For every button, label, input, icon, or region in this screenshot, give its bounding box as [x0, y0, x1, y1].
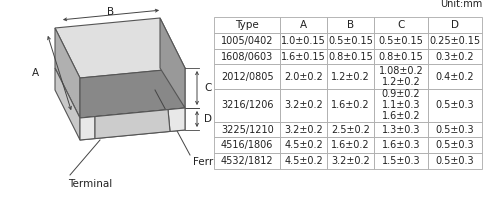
- Text: B: B: [347, 20, 354, 30]
- Text: 4.5±0.2: 4.5±0.2: [284, 156, 323, 166]
- Text: 1.1±0.3: 1.1±0.3: [382, 100, 420, 110]
- Text: 1.6±0.2: 1.6±0.2: [331, 140, 370, 150]
- Bar: [374, 64, 428, 89]
- Text: 4532/1812: 4532/1812: [221, 156, 274, 166]
- Text: 1.08±0.2: 1.08±0.2: [379, 66, 423, 76]
- Text: 0.5±0.3: 0.5±0.3: [436, 140, 474, 150]
- Bar: [214, 33, 280, 49]
- Bar: [280, 122, 327, 137]
- Bar: [428, 49, 482, 64]
- Bar: [214, 137, 280, 153]
- Text: C: C: [204, 83, 212, 93]
- Bar: [327, 153, 374, 169]
- Text: 1005/0402: 1005/0402: [221, 36, 274, 46]
- Text: 3225/1210: 3225/1210: [221, 125, 274, 135]
- Bar: [214, 89, 280, 122]
- Text: A: A: [31, 68, 38, 78]
- Text: 4516/1806: 4516/1806: [221, 140, 274, 150]
- Text: 4.5±0.2: 4.5±0.2: [284, 140, 323, 150]
- Bar: [280, 137, 327, 153]
- Text: 3.2±0.2: 3.2±0.2: [331, 156, 370, 166]
- Bar: [327, 137, 374, 153]
- Polygon shape: [95, 110, 170, 139]
- Bar: [280, 153, 327, 169]
- Bar: [428, 137, 482, 153]
- Text: Type: Type: [235, 20, 259, 30]
- Text: 0.5±0.15: 0.5±0.15: [378, 36, 424, 46]
- Text: 0.5±0.3: 0.5±0.3: [436, 125, 474, 135]
- Bar: [280, 49, 327, 64]
- Bar: [374, 17, 428, 33]
- Text: 1.2±0.2: 1.2±0.2: [382, 77, 420, 87]
- Text: 1.6±0.15: 1.6±0.15: [281, 52, 326, 62]
- Bar: [327, 64, 374, 89]
- Bar: [374, 33, 428, 49]
- Text: 0.8±0.15: 0.8±0.15: [328, 52, 373, 62]
- Bar: [280, 64, 327, 89]
- Text: 0.9±0.2: 0.9±0.2: [382, 89, 420, 99]
- Bar: [374, 153, 428, 169]
- Bar: [327, 89, 374, 122]
- Text: 3216/1206: 3216/1206: [221, 100, 274, 110]
- Text: D: D: [451, 20, 459, 30]
- Text: 2012/0805: 2012/0805: [221, 71, 274, 82]
- Bar: [428, 33, 482, 49]
- Text: 2.5±0.2: 2.5±0.2: [331, 125, 370, 135]
- Text: 0.4±0.2: 0.4±0.2: [436, 71, 474, 82]
- Bar: [214, 64, 280, 89]
- Bar: [327, 49, 374, 64]
- Bar: [280, 17, 327, 33]
- Text: 3.2±0.2: 3.2±0.2: [284, 100, 323, 110]
- Polygon shape: [80, 68, 185, 118]
- Text: Ferrite: Ferrite: [193, 157, 227, 167]
- Bar: [374, 49, 428, 64]
- Text: B: B: [107, 7, 115, 17]
- Polygon shape: [55, 18, 185, 78]
- Bar: [327, 17, 374, 33]
- Bar: [214, 153, 280, 169]
- Text: 1.6±0.2: 1.6±0.2: [382, 111, 420, 121]
- Polygon shape: [168, 108, 185, 131]
- Bar: [428, 64, 482, 89]
- Bar: [374, 122, 428, 137]
- Polygon shape: [55, 28, 80, 118]
- Text: 1.2±0.2: 1.2±0.2: [331, 71, 370, 82]
- Bar: [327, 33, 374, 49]
- Text: 2.0±0.2: 2.0±0.2: [284, 71, 323, 82]
- Text: C: C: [398, 20, 404, 30]
- Bar: [280, 89, 327, 122]
- Bar: [374, 89, 428, 122]
- Bar: [280, 33, 327, 49]
- Bar: [214, 17, 280, 33]
- Text: 0.8±0.15: 0.8±0.15: [379, 52, 423, 62]
- Polygon shape: [80, 108, 185, 140]
- Bar: [428, 17, 482, 33]
- Polygon shape: [160, 18, 185, 108]
- Bar: [428, 89, 482, 122]
- Text: 1.5±0.3: 1.5±0.3: [382, 156, 420, 166]
- Text: 1608/0603: 1608/0603: [221, 52, 274, 62]
- Text: A: A: [300, 20, 308, 30]
- Bar: [327, 122, 374, 137]
- Text: 0.5±0.3: 0.5±0.3: [436, 100, 474, 110]
- Text: 0.5±0.3: 0.5±0.3: [436, 156, 474, 166]
- Text: Terminal: Terminal: [68, 179, 112, 189]
- Polygon shape: [80, 117, 95, 140]
- Bar: [214, 49, 280, 64]
- Text: 0.25±0.15: 0.25±0.15: [430, 36, 481, 46]
- Bar: [428, 122, 482, 137]
- Text: 1.6±0.2: 1.6±0.2: [331, 100, 370, 110]
- Bar: [374, 137, 428, 153]
- Text: 1.6±0.3: 1.6±0.3: [382, 140, 420, 150]
- Text: Unit:mm: Unit:mm: [440, 0, 482, 9]
- Text: D: D: [204, 114, 212, 124]
- Text: 3.2±0.2: 3.2±0.2: [284, 125, 323, 135]
- Text: 0.5±0.15: 0.5±0.15: [328, 36, 373, 46]
- Bar: [214, 122, 280, 137]
- Polygon shape: [55, 68, 80, 140]
- Bar: [428, 153, 482, 169]
- Text: 0.3±0.2: 0.3±0.2: [436, 52, 474, 62]
- Text: 1.0±0.15: 1.0±0.15: [281, 36, 326, 46]
- Text: 1.3±0.3: 1.3±0.3: [382, 125, 420, 135]
